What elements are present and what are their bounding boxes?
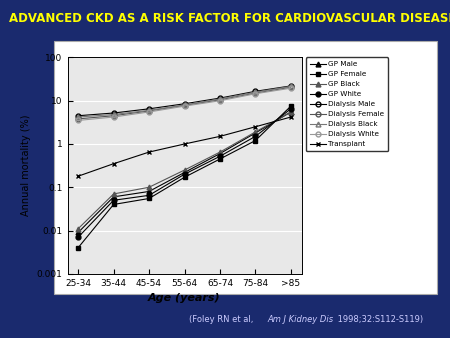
GP Black xyxy=(111,192,116,196)
Dialysis Male xyxy=(111,111,116,115)
Line: GP Male: GP Male xyxy=(76,110,293,235)
GP White xyxy=(76,235,81,239)
GP Male xyxy=(111,195,116,199)
Line: Transplant: Transplant xyxy=(76,115,293,179)
Transplant xyxy=(182,142,187,146)
Transplant xyxy=(76,174,81,178)
Dialysis Black xyxy=(76,115,81,119)
GP Male xyxy=(182,170,187,174)
Dialysis Female xyxy=(182,103,187,107)
GP White xyxy=(253,134,258,138)
GP Male xyxy=(146,189,152,193)
GP Black xyxy=(253,130,258,134)
Line: GP Female: GP Female xyxy=(76,104,293,250)
Line: GP White: GP White xyxy=(76,106,293,240)
GP White xyxy=(146,193,152,197)
Dialysis Black xyxy=(217,97,223,101)
Text: Am J Kidney Dis: Am J Kidney Dis xyxy=(268,315,334,324)
Dialysis Female xyxy=(111,114,116,118)
Line: Dialysis Black: Dialysis Black xyxy=(76,84,293,119)
Transplant xyxy=(111,162,116,166)
Transplant xyxy=(288,115,293,119)
Dialysis Female xyxy=(217,98,223,102)
Dialysis White xyxy=(111,115,116,119)
Line: Dialysis Male: Dialysis Male xyxy=(76,83,293,118)
Dialysis Female xyxy=(253,91,258,95)
GP Female xyxy=(111,202,116,207)
GP White xyxy=(217,154,223,158)
Dialysis Black xyxy=(111,113,116,117)
Line: GP Black: GP Black xyxy=(76,110,293,231)
GP Male xyxy=(217,151,223,155)
Dialysis Male xyxy=(182,102,187,106)
Dialysis White xyxy=(76,118,81,122)
Y-axis label: Annual mortality (%): Annual mortality (%) xyxy=(21,115,31,216)
GP White xyxy=(111,198,116,202)
Dialysis White xyxy=(217,99,223,103)
GP White xyxy=(288,107,293,111)
Dialysis White xyxy=(182,104,187,108)
GP Male xyxy=(253,131,258,135)
GP Black xyxy=(217,150,223,154)
Dialysis Black xyxy=(146,108,152,112)
Text: ADVANCED CKD AS A RISK FACTOR FOR CARDIOVASCULAR DISEASE: ADVANCED CKD AS A RISK FACTOR FOR CARDIO… xyxy=(9,12,450,25)
Dialysis Black xyxy=(182,103,187,107)
GP Female xyxy=(253,139,258,143)
Dialysis Male xyxy=(146,107,152,111)
GP Male xyxy=(76,231,81,235)
GP Male xyxy=(288,110,293,114)
Dialysis Black xyxy=(253,90,258,94)
GP Black xyxy=(76,227,81,231)
GP Female xyxy=(217,157,223,161)
Dialysis Female xyxy=(76,117,81,121)
Dialysis Male xyxy=(288,84,293,88)
X-axis label: Age (years): Age (years) xyxy=(148,293,221,303)
Dialysis White xyxy=(253,92,258,96)
GP Black xyxy=(182,168,187,172)
Legend: GP Male, GP Female, GP Black, GP White, Dialysis Male, Dialysis Female, Dialysis: GP Male, GP Female, GP Black, GP White, … xyxy=(306,57,388,151)
Dialysis Black xyxy=(288,84,293,88)
Dialysis Female xyxy=(288,85,293,89)
Dialysis Male xyxy=(76,114,81,118)
Transplant xyxy=(146,150,152,154)
GP Female xyxy=(182,175,187,179)
Dialysis Female xyxy=(146,109,152,113)
Transplant xyxy=(217,134,223,138)
Text: 1998;32:S112-S119): 1998;32:S112-S119) xyxy=(335,315,423,324)
GP Female xyxy=(76,246,81,250)
GP Female xyxy=(146,196,152,200)
Dialysis Male xyxy=(217,96,223,100)
Line: Dialysis White: Dialysis White xyxy=(76,86,293,123)
GP Black xyxy=(288,110,293,114)
Dialysis White xyxy=(146,110,152,114)
GP Female xyxy=(288,104,293,108)
Dialysis White xyxy=(288,86,293,90)
Transplant xyxy=(253,125,258,129)
Line: Dialysis Female: Dialysis Female xyxy=(76,85,293,121)
GP White xyxy=(182,172,187,176)
Dialysis Male xyxy=(253,89,258,93)
GP Black xyxy=(146,185,152,189)
Text: (Foley RN et al,: (Foley RN et al, xyxy=(189,315,256,324)
